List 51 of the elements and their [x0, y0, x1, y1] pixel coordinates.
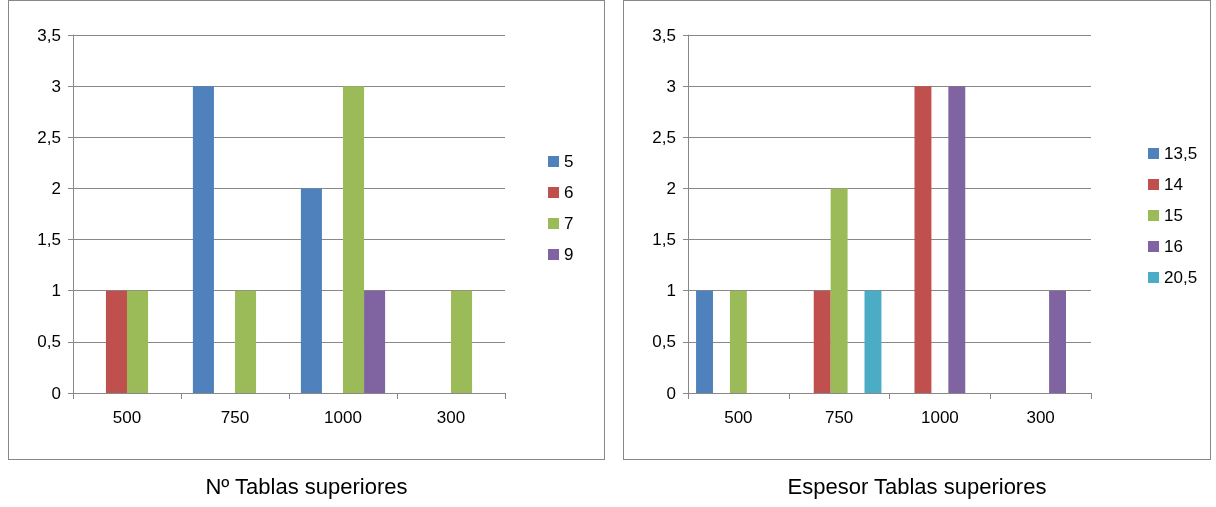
- y-tick-label: 1: [666, 281, 676, 301]
- x-tick-label: 300: [436, 408, 466, 427]
- legend-label: 5: [564, 152, 574, 171]
- legend-label: 20,5: [1164, 268, 1198, 287]
- bar: [948, 86, 966, 393]
- y-tick-label: 2,5: [37, 127, 61, 147]
- bar: [105, 290, 127, 393]
- y-tick-label: 2: [666, 178, 676, 198]
- text: Nº Tablas superiores: [205, 473, 408, 499]
- legend-label: 6: [564, 183, 574, 202]
- bar: [914, 86, 932, 393]
- bar: [696, 290, 713, 393]
- y-tick-label: 3,5: [652, 25, 676, 45]
- y-tick-label: 0,5: [652, 332, 676, 352]
- y-tick-label: 3: [51, 76, 61, 96]
- x-tick-label: 750: [220, 408, 250, 427]
- y-tick-label: 1,5: [37, 230, 61, 250]
- bar: [813, 290, 831, 393]
- legend-label: 13,5: [1164, 144, 1198, 163]
- legend-label: 9: [564, 245, 574, 264]
- y-tick-label: 3: [666, 76, 676, 96]
- bar: [729, 290, 747, 393]
- bar: [830, 188, 848, 393]
- bar: [451, 290, 473, 393]
- x-tick-label: 750: [824, 408, 854, 427]
- y-tick-label: 3,5: [37, 25, 61, 45]
- x-tick-label: 1000: [324, 408, 362, 427]
- bar: [1049, 290, 1067, 393]
- y-tick-label: 0,5: [37, 332, 61, 352]
- y-tick-label: 2,5: [652, 127, 676, 147]
- legend-label: 14: [1164, 175, 1183, 194]
- x-tick-label: 500: [724, 408, 753, 427]
- bar: [192, 86, 214, 393]
- legend-label: 15: [1164, 206, 1183, 225]
- y-tick-label: 0: [666, 383, 676, 403]
- y-tick-label: 1: [51, 281, 61, 301]
- bar: [364, 290, 386, 393]
- y-tick-label: 2: [51, 178, 61, 198]
- bar: [300, 188, 322, 393]
- text: Espesor Tablas superiores: [787, 473, 1047, 499]
- bar: [127, 290, 149, 393]
- x-tick-label: 500: [112, 408, 142, 427]
- legend-label: 16: [1164, 237, 1183, 256]
- bar: [864, 290, 882, 393]
- x-tick-label: 1000: [920, 408, 959, 427]
- bar: [343, 86, 365, 393]
- y-tick-label: 1,5: [652, 230, 676, 250]
- x-tick-label: 300: [1026, 408, 1055, 427]
- y-tick-label: 0: [51, 383, 61, 403]
- bar: [235, 290, 257, 393]
- legend-label: 7: [564, 214, 574, 233]
